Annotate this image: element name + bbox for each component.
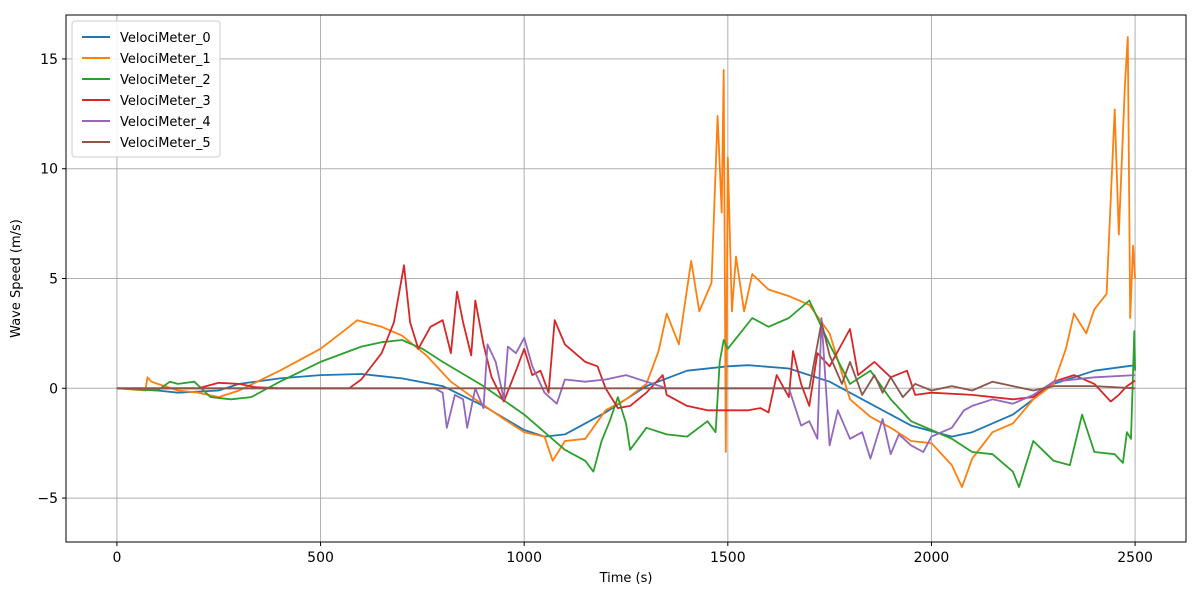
y-tick-label: 5 [49, 272, 58, 288]
legend-label-1: VelociMeter_1 [120, 52, 211, 67]
x-tick-label: 1500 [710, 550, 746, 566]
y-tick-label: −5 [37, 491, 58, 507]
legend-label-2: VelociMeter_2 [120, 73, 211, 88]
series-line-0 [116, 364, 1136, 438]
x-axis-ticks: 0 500 1000 1500 2000 2500 [112, 542, 1153, 566]
x-tick-label: 1000 [506, 550, 542, 566]
x-tick-label: 500 [307, 550, 334, 566]
legend-label-0: VelociMeter_0 [120, 31, 211, 46]
x-tick-label: 2000 [914, 550, 950, 566]
series-line-3 [116, 264, 1136, 414]
x-axis-label: Time (s) [599, 571, 653, 586]
x-tick-label: 0 [112, 550, 121, 566]
legend-label-4: VelociMeter_4 [120, 115, 211, 130]
legend-label-3: VelociMeter_3 [120, 94, 211, 109]
y-axis-label: Wave Speed (m/s) [9, 219, 24, 338]
y-tick-label: 10 [40, 162, 58, 178]
y-tick-label: 15 [40, 52, 58, 68]
y-tick-label: 0 [49, 381, 58, 397]
series-lines [116, 36, 1136, 488]
series-line-2 [116, 299, 1136, 488]
legend-box [71, 20, 221, 158]
legend: VelociMeter_0 VelociMeter_1 VelociMeter_2 V… [71, 20, 221, 158]
series-line-1 [116, 36, 1136, 488]
plot-area [116, 36, 1136, 488]
x-tick-label: 2500 [1117, 550, 1153, 566]
y-axis-ticks: −5 0 5 10 15 [37, 52, 66, 507]
series-line-5 [116, 321, 1136, 398]
legend-label-5: VelociMeter_5 [120, 136, 211, 151]
